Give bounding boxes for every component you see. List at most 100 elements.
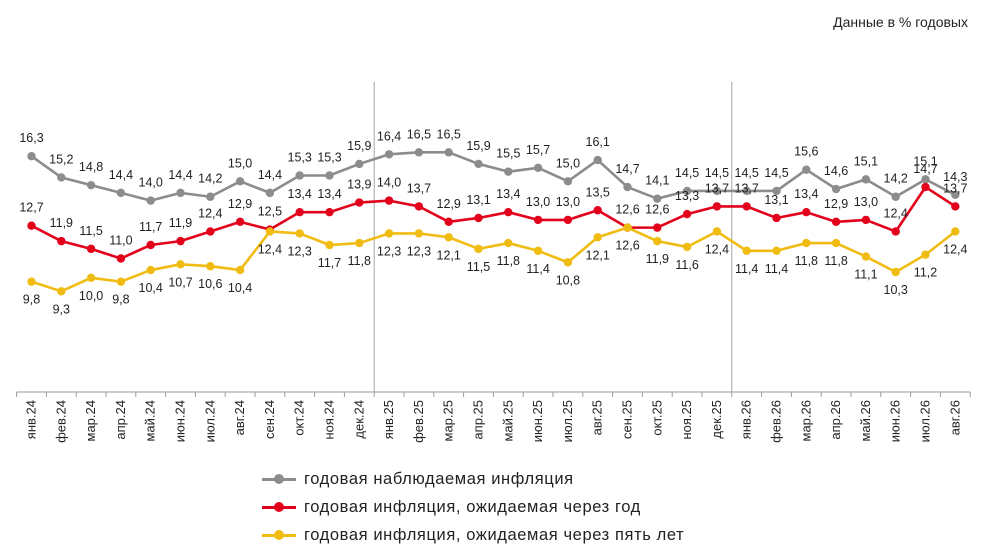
data-point-2 (355, 238, 364, 248)
x-tick-label: май.25 (500, 400, 515, 442)
data-label-1: 12,9 (437, 197, 461, 211)
data-label-2: 10,6 (198, 277, 222, 291)
data-label-2: 12,3 (407, 244, 431, 258)
data-point-1 (116, 254, 126, 263)
data-label-2: 12,1 (586, 248, 610, 262)
data-point-1 (861, 215, 871, 225)
data-point-2 (384, 229, 394, 238)
data-label-1: 13,0 (526, 195, 550, 209)
data-point-2 (533, 246, 543, 255)
x-tick-label: авг.25 (590, 400, 605, 435)
data-point-0 (653, 194, 662, 203)
data-label-0: 15,0 (556, 156, 580, 170)
data-label-2: 10,4 (228, 281, 252, 295)
data-label-0: 14,1 (645, 174, 669, 188)
x-tick-label: окт.25 (649, 400, 664, 436)
data-label-2: 11,4 (765, 262, 788, 276)
data-label-0: 15,1 (854, 154, 878, 168)
data-point-0 (176, 188, 185, 198)
data-point-2 (951, 227, 960, 236)
data-point-1 (474, 213, 483, 223)
x-tick-label: сен.24 (262, 400, 277, 439)
data-label-1: 13,0 (854, 195, 878, 209)
data-label-0: 14,4 (258, 168, 282, 182)
data-label-2: 11,9 (646, 252, 669, 266)
x-tick-label: янв.24 (24, 400, 39, 439)
data-point-1 (653, 223, 662, 232)
x-tick-label: апр.24 (113, 400, 128, 440)
data-point-1 (563, 215, 573, 225)
data-label-1: 13,0 (556, 195, 580, 209)
inflation-line-chart: янв.24 фев.24 мар.24 апр.24 май.24 июн.24 июл.… (16, 82, 971, 443)
data-point-0 (623, 182, 632, 192)
data-point-0 (206, 192, 215, 201)
data-label-0: 16,5 (407, 127, 431, 141)
data-label-2: 10,8 (556, 273, 580, 287)
data-point-0 (86, 180, 96, 190)
data-label-2: 10,4 (139, 281, 163, 295)
x-tick-label: июн.24 (173, 400, 188, 442)
data-label-2: 12,4 (258, 242, 282, 256)
data-point-1 (176, 236, 185, 246)
data-point-2 (176, 260, 185, 269)
data-label-0: 15,7 (526, 143, 550, 157)
data-point-1 (831, 217, 841, 227)
data-label-0: 15,1 (913, 154, 937, 168)
x-tick-label: апр.26 (828, 400, 843, 440)
data-label-1: 13,3 (675, 189, 699, 203)
data-point-0 (355, 159, 364, 169)
data-label-1: 12,4 (884, 206, 908, 220)
x-tick-label: май.26 (858, 400, 873, 442)
data-point-1 (951, 202, 960, 211)
data-point-2 (146, 265, 155, 275)
x-tick-label: ноя.24 (322, 400, 337, 440)
x-tick-label: июн.26 (888, 400, 903, 442)
data-point-2 (623, 223, 632, 232)
data-point-2 (86, 273, 96, 282)
data-point-1 (27, 221, 36, 230)
x-tick-label: мар.26 (798, 400, 813, 441)
data-label-1: 12,5 (258, 205, 282, 219)
data-label-0: 14,3 (943, 170, 967, 184)
data-label-1: 13,1 (764, 193, 788, 207)
data-point-0 (325, 171, 334, 180)
data-point-2 (295, 229, 304, 238)
data-point-1 (444, 217, 453, 227)
data-label-1: 13,7 (735, 181, 759, 195)
data-point-1 (384, 196, 394, 205)
data-label-0: 14,8 (79, 160, 103, 174)
data-point-1 (414, 202, 424, 211)
data-point-2 (444, 233, 453, 242)
data-point-1 (742, 202, 751, 211)
data-label-1: 12,6 (615, 203, 639, 217)
legend-marker-expected-1y (262, 502, 296, 512)
data-point-0 (414, 148, 424, 157)
data-point-0 (57, 173, 66, 182)
data-label-1: 14,0 (377, 176, 401, 190)
x-tick-label: дек.24 (351, 400, 366, 439)
data-label-2: 11,4 (735, 262, 758, 276)
data-label-0: 14,5 (764, 166, 788, 180)
data-point-0 (682, 186, 692, 196)
data-label-1: 13,4 (317, 187, 341, 201)
data-point-2 (861, 252, 871, 261)
data-point-0 (474, 159, 483, 169)
data-label-0: 15,5 (496, 147, 520, 161)
data-label-0: 14,5 (705, 166, 729, 180)
data-label-1: 13,7 (943, 181, 967, 195)
data-point-1 (146, 240, 155, 250)
data-point-0 (891, 192, 900, 201)
x-tick-label: июн.25 (530, 400, 545, 442)
units-note: Данные в % годовых (833, 14, 968, 30)
legend-label-expected-5y: годовая инфляция, ожидаемая через пять л… (304, 525, 685, 544)
data-point-2 (474, 244, 483, 254)
data-label-1: 11,5 (79, 224, 102, 238)
x-tick-label: дек.25 (709, 400, 724, 439)
data-point-1 (533, 215, 543, 225)
x-tick-label: окт.24 (292, 400, 307, 436)
x-tick-label: сен.25 (620, 400, 635, 439)
data-label-1: 13,5 (586, 185, 610, 199)
data-point-1 (295, 207, 304, 217)
legend-marker-observed (262, 474, 296, 484)
data-label-0: 14,2 (198, 172, 222, 186)
